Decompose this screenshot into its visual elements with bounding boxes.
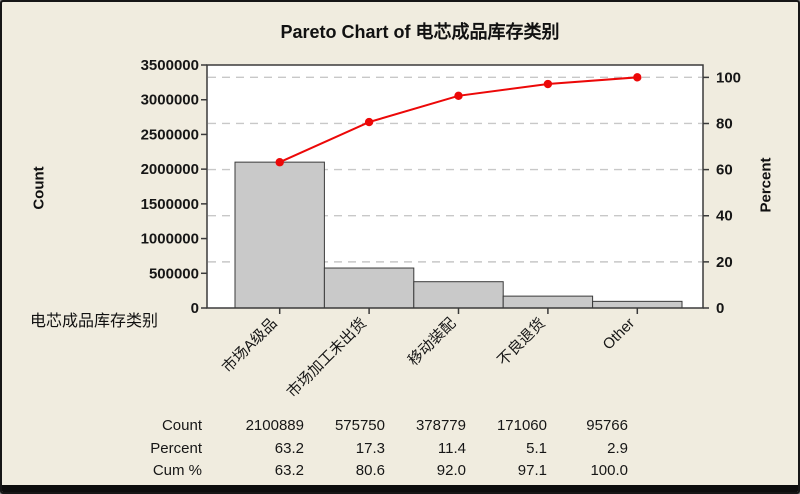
bar <box>413 281 504 309</box>
bar <box>323 267 415 309</box>
count-tick-label: 1500000 <box>141 196 199 213</box>
percent-tick-label: 20 <box>716 254 733 271</box>
table-row-label: Percent <box>150 439 202 457</box>
table-row-label: Cum % <box>152 462 202 479</box>
table-row-label: Count <box>161 417 202 434</box>
bar <box>502 295 594 309</box>
table-cell: 100.0 <box>590 462 628 479</box>
bar <box>234 161 325 309</box>
count-tick-label: 1000000 <box>141 231 199 248</box>
table-cell: 63.2 <box>274 462 304 479</box>
category-label: 市场加工未出货 <box>284 315 370 401</box>
table-cell: 5.1 <box>526 439 547 457</box>
percent-tick-label: 60 <box>716 162 733 179</box>
bar <box>592 300 683 309</box>
count-tick-label: 2000000 <box>141 161 199 178</box>
cumulative-marker <box>633 73 642 82</box>
x-axis-title: 电芯成品库存类别 <box>30 313 159 330</box>
category-label: 移动装配 <box>405 315 459 369</box>
count-tick-label: 500000 <box>149 265 199 282</box>
percent-tick-label: 40 <box>716 208 733 225</box>
table-cell: 11.4 <box>437 439 466 457</box>
count-tick-label: 3500000 <box>141 57 199 74</box>
table-cell: 92.0 <box>436 462 466 479</box>
table-cell: 95766 <box>586 417 628 434</box>
cumulative-marker <box>364 117 374 127</box>
table-cell: 80.6 <box>355 462 385 479</box>
table-cell: 17.3 <box>355 439 385 457</box>
count-tick-label: 2500000 <box>141 126 199 143</box>
table-cell: 2.9 <box>607 439 628 457</box>
count-tick-label: 0 <box>191 300 199 317</box>
table-cell: 378779 <box>415 417 466 434</box>
chart-title: Pareto Chart of 电芯成品库存类别 <box>280 22 560 42</box>
window-bottom-edge <box>2 485 798 492</box>
table-cell: 97.1 <box>517 462 547 479</box>
table-cell: 63.2 <box>274 439 304 457</box>
category-label: 市场A级品 <box>219 315 281 377</box>
stats-table: Count 2100889 575750 378779 171060 95766 Perce… <box>2 415 628 483</box>
cumulative-marker <box>275 158 284 167</box>
table-cell: 575750 <box>334 417 385 434</box>
plot-border <box>206 64 704 309</box>
category-label: Other <box>600 315 639 354</box>
cumulative-marker <box>454 91 463 100</box>
table-cell: 2100889 <box>245 417 304 434</box>
count-tick-label: 3000000 <box>141 92 199 109</box>
category-label: 不良退货 <box>494 315 548 369</box>
table-cell: 171060 <box>496 417 547 434</box>
percent-tick-label: 100 <box>716 69 741 86</box>
cumulative-marker <box>543 79 553 89</box>
plot-area: 0 500000 1000000 1500000 2000000 2500000 30000… <box>141 57 741 401</box>
percent-tick-label: 80 <box>716 115 733 132</box>
percent-tick-label: 0 <box>716 300 724 317</box>
